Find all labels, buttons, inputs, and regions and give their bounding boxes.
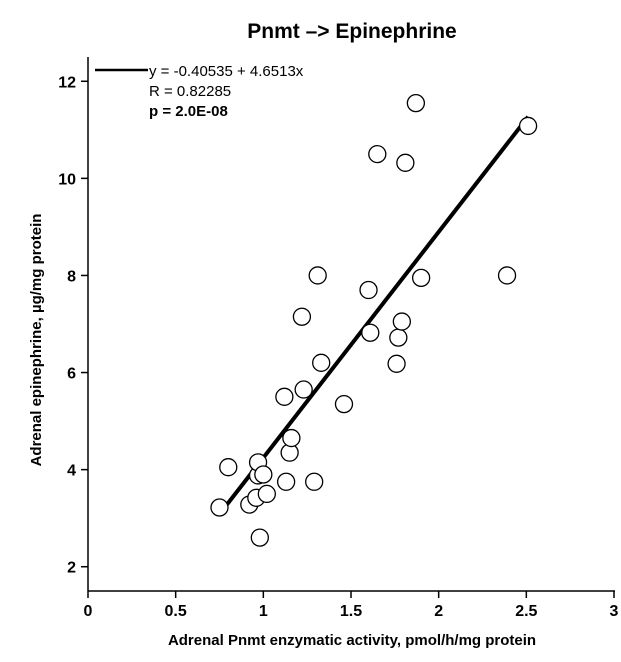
y-tick-label: 8 [67, 268, 76, 285]
data-point [275, 387, 294, 406]
y-tick-label: 6 [67, 366, 76, 383]
data-point [276, 472, 296, 491]
data-point [411, 268, 431, 288]
y-tick-label: 2 [67, 560, 76, 577]
data-point [292, 307, 312, 326]
legend-p-value: p = 2.0E-08 [149, 103, 228, 120]
data-point [406, 93, 426, 113]
data-point [497, 266, 517, 285]
data-point [254, 465, 273, 484]
data-point [250, 528, 269, 547]
data-point [392, 312, 411, 331]
x-tick-label: 0.5 [165, 603, 187, 620]
x-tick-label: 2 [434, 603, 443, 620]
data-point [210, 498, 229, 517]
legend-equation: y = -0.40535 + 4.6513x [149, 63, 304, 80]
x-tick-label: 2.5 [515, 603, 537, 620]
data-point [361, 323, 380, 342]
data-point [334, 394, 354, 414]
chart-title: Pnmt –> Epinephrine [247, 20, 456, 43]
legend: y = -0.40535 + 4.6513x R = 0.82285 p = 2… [95, 63, 304, 120]
data-point [294, 380, 313, 399]
data-point [518, 116, 538, 136]
data-point [282, 428, 301, 448]
legend-r-value: R = 0.82285 [149, 83, 231, 100]
data-point [396, 153, 415, 172]
x-axis-ticks: 0 0.5 1 1.5 2 2.5 3 [84, 591, 619, 620]
x-tick-label: 1.5 [340, 603, 362, 620]
y-tick-label: 4 [67, 463, 76, 480]
x-tick-label: 1 [259, 603, 268, 620]
data-point [257, 484, 276, 504]
y-tick-label: 12 [58, 74, 76, 91]
data-point [387, 354, 406, 373]
data-point [308, 266, 327, 285]
data-points [210, 93, 538, 547]
data-point [389, 328, 408, 347]
regression-line [219, 115, 530, 514]
x-tick-label: 3 [610, 603, 619, 620]
x-tick-label: 0 [84, 603, 93, 620]
data-point [305, 472, 324, 491]
y-axis-ticks: 2 4 6 8 10 12 [58, 74, 88, 577]
y-tick-label: 10 [58, 171, 76, 188]
data-point [312, 353, 331, 372]
data-point [368, 144, 387, 164]
y-axis-label: Adrenal epinephrine, µg/mg protein [28, 214, 45, 467]
data-point [359, 280, 378, 300]
x-axis-label: Adrenal Pnmt enzymatic activity, pmol/h/… [168, 632, 536, 649]
data-point [219, 458, 238, 477]
